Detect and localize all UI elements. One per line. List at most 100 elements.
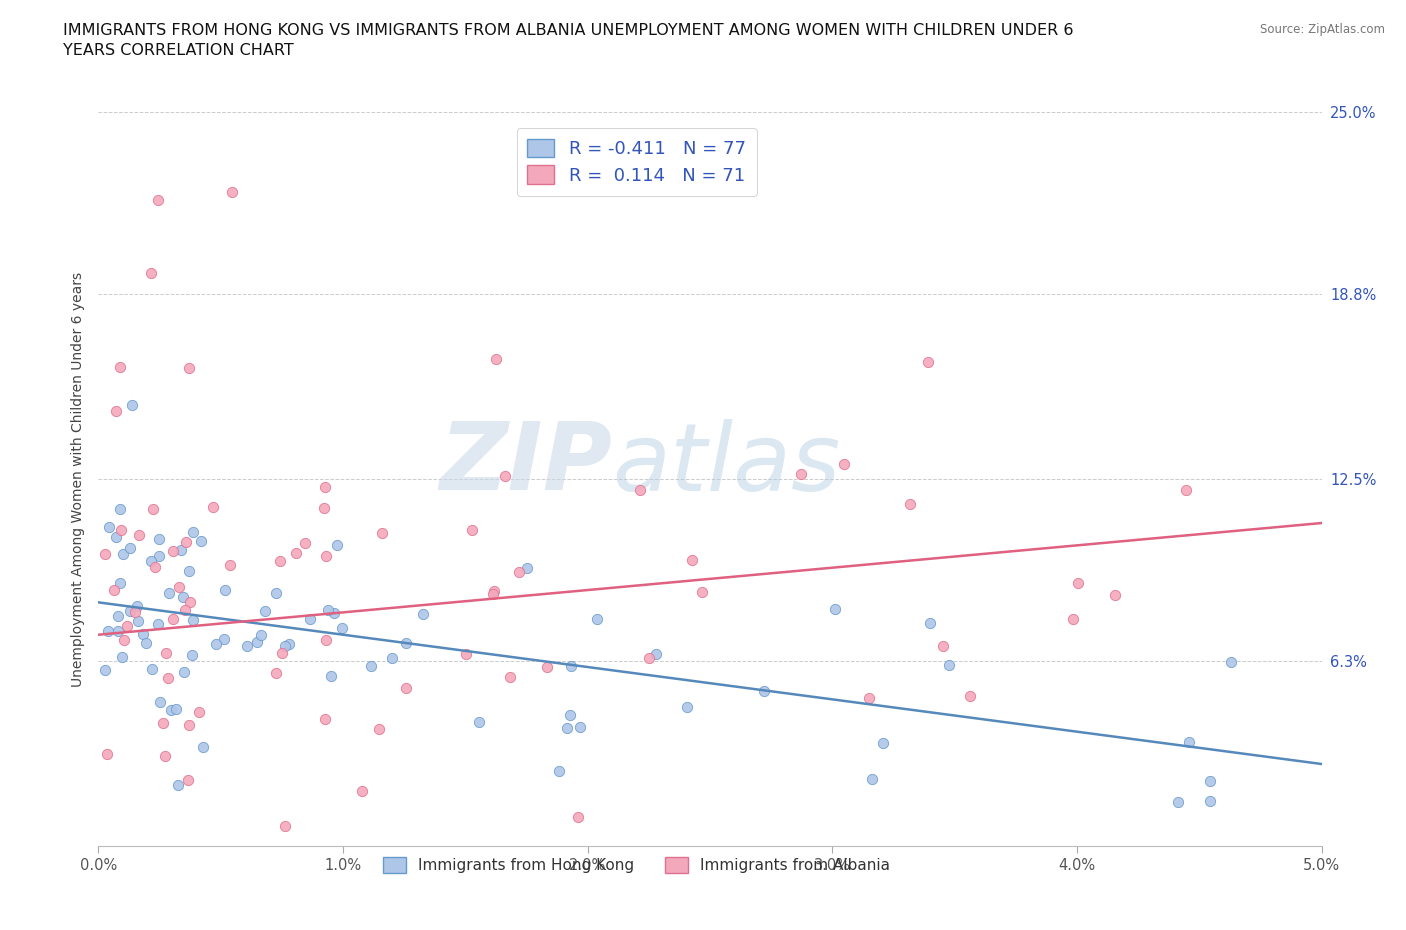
Point — [112, 547, 135, 562]
Point — [202, 499, 225, 514]
Point — [508, 565, 530, 579]
Point — [790, 467, 813, 482]
Point — [690, 585, 713, 600]
Point — [754, 684, 776, 698]
Point — [628, 483, 651, 498]
Point — [294, 536, 316, 551]
Point — [110, 501, 132, 516]
Point — [121, 398, 143, 413]
Point — [179, 361, 201, 376]
Point — [177, 773, 200, 788]
Point — [494, 469, 516, 484]
Text: atlas: atlas — [612, 418, 841, 510]
Point — [166, 777, 188, 792]
Point — [1104, 588, 1126, 603]
Point — [482, 584, 505, 599]
Point — [155, 646, 177, 661]
Point — [264, 665, 287, 680]
Point — [132, 627, 155, 642]
Point — [236, 638, 259, 653]
Point — [148, 532, 170, 547]
Point — [156, 671, 179, 685]
Point — [1062, 611, 1084, 626]
Point — [177, 564, 200, 578]
Point — [180, 647, 202, 662]
Point — [319, 669, 342, 684]
Point — [468, 714, 491, 729]
Point — [360, 659, 382, 674]
Point — [107, 609, 129, 624]
Point — [316, 603, 339, 618]
Point — [278, 637, 301, 652]
Point — [112, 633, 135, 648]
Point — [143, 560, 166, 575]
Point — [312, 500, 335, 515]
Point — [959, 688, 981, 703]
Point — [174, 535, 197, 550]
Point — [97, 520, 120, 535]
Point — [173, 664, 195, 679]
Point — [264, 586, 287, 601]
Point — [110, 522, 132, 537]
Point — [214, 582, 236, 597]
Point — [872, 736, 894, 751]
Point — [170, 543, 193, 558]
Point — [350, 783, 373, 798]
Point — [1067, 575, 1090, 590]
Point — [274, 818, 297, 833]
Text: Source: ZipAtlas.com: Source: ZipAtlas.com — [1260, 23, 1385, 36]
Point — [1178, 734, 1201, 749]
Point — [917, 354, 939, 369]
Point — [1167, 794, 1189, 809]
Point — [205, 636, 228, 651]
Point — [179, 718, 201, 733]
Point — [860, 772, 883, 787]
Point — [269, 553, 291, 568]
Point — [1198, 774, 1220, 789]
Point — [190, 534, 212, 549]
Point — [516, 561, 538, 576]
Point — [395, 635, 418, 650]
Point — [536, 659, 558, 674]
Point — [110, 576, 132, 591]
Point — [824, 602, 846, 617]
Point — [299, 612, 322, 627]
Point — [274, 638, 297, 653]
Point — [381, 650, 404, 665]
Point — [149, 695, 172, 710]
Point — [315, 549, 337, 564]
Point — [188, 704, 211, 719]
Point — [938, 658, 960, 672]
Point — [246, 634, 269, 649]
Point — [484, 352, 506, 366]
Point — [105, 530, 128, 545]
Point — [460, 523, 482, 538]
Point — [107, 624, 129, 639]
Point — [586, 611, 609, 626]
Point — [270, 645, 292, 660]
Point — [314, 480, 336, 495]
Point — [135, 636, 157, 651]
Point — [1220, 655, 1243, 670]
Point — [315, 633, 337, 648]
Point — [221, 185, 243, 200]
Point — [371, 525, 394, 540]
Point — [124, 604, 146, 619]
Point — [1174, 483, 1197, 498]
Point — [96, 746, 118, 761]
Point — [368, 722, 391, 737]
Point — [127, 614, 149, 629]
Point — [111, 649, 134, 664]
Point — [152, 716, 174, 731]
Point — [120, 540, 142, 555]
Point — [323, 605, 346, 620]
Point — [193, 739, 215, 754]
Point — [97, 624, 120, 639]
Point — [94, 547, 117, 562]
Point — [218, 558, 240, 573]
Point — [212, 631, 235, 646]
Point — [285, 546, 308, 561]
Point — [250, 627, 273, 642]
Point — [932, 639, 955, 654]
Point — [127, 599, 149, 614]
